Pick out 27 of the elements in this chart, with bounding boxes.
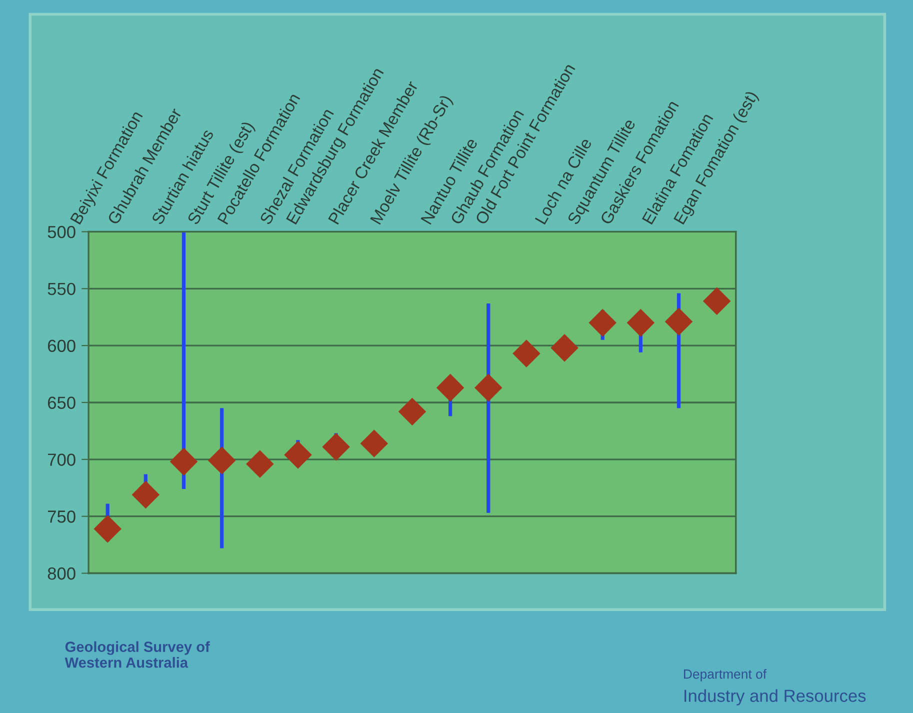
point xyxy=(398,398,426,426)
point xyxy=(94,514,122,543)
point xyxy=(208,446,236,474)
point xyxy=(132,480,160,509)
point xyxy=(588,308,616,337)
point xyxy=(322,433,350,461)
text: Industry and Resources xyxy=(684,689,866,706)
point xyxy=(246,450,274,478)
point xyxy=(702,287,731,316)
point xyxy=(664,308,693,336)
point xyxy=(360,430,388,458)
point xyxy=(170,448,198,476)
y-tick-label: 650 xyxy=(48,396,76,409)
y-tick-label: 500 xyxy=(48,226,76,238)
point xyxy=(512,340,540,368)
y-tick-label: 800 xyxy=(48,567,76,580)
y-tick-label: 750 xyxy=(48,510,76,523)
point xyxy=(626,308,655,337)
text: Department of xyxy=(684,669,767,682)
point xyxy=(436,374,464,402)
point xyxy=(284,440,312,469)
text: Geological Survey of Western Australia xyxy=(64,641,210,668)
y-tick-label: 600 xyxy=(48,340,76,352)
y-tick-label: 550 xyxy=(48,282,76,296)
point xyxy=(550,334,578,362)
y-tick-label: 700 xyxy=(48,454,76,466)
point xyxy=(474,374,502,402)
